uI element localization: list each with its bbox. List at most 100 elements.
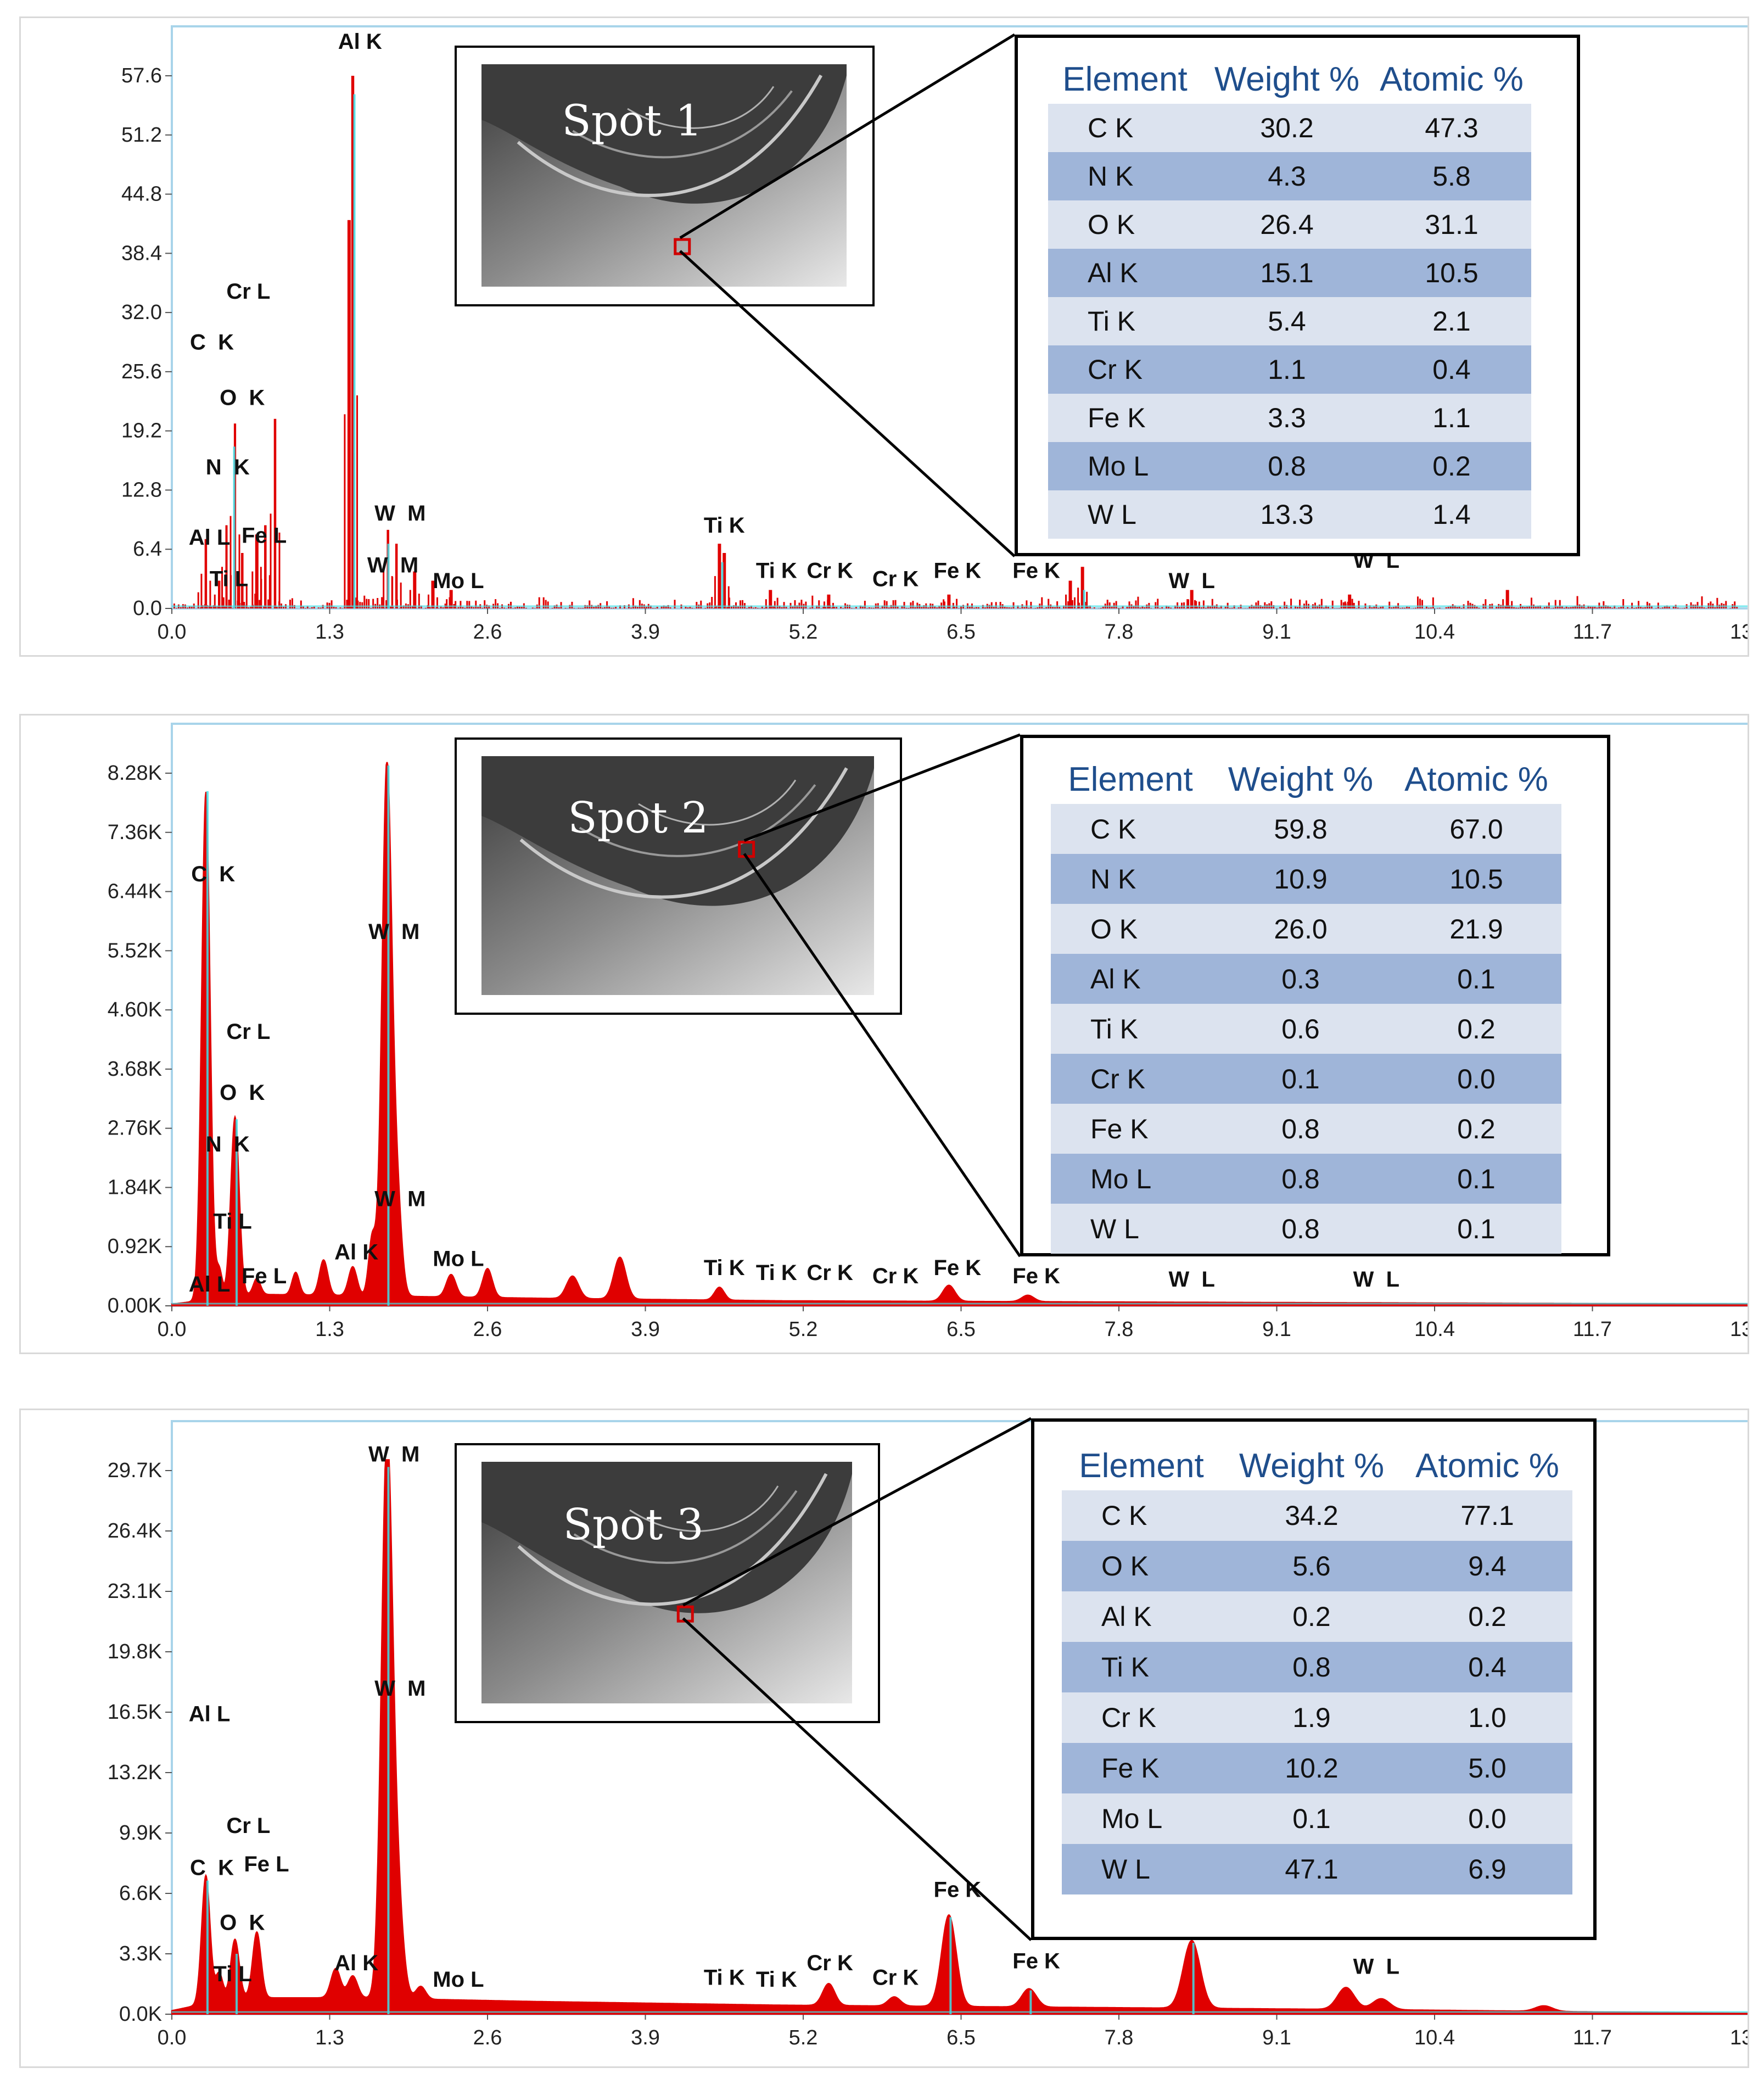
cell-atomic: 0.2 (1402, 1591, 1572, 1642)
cell-element: N K (1048, 152, 1202, 200)
cell-weight: 0.8 (1202, 442, 1372, 490)
cell-element: Al K (1062, 1591, 1221, 1642)
x-tick-label: 3.9 (631, 1318, 660, 1341)
table-row: Mo L 0.1 0.0 (1062, 1793, 1572, 1844)
cell-atomic: 67.0 (1391, 804, 1561, 854)
table-row: Mo L 0.8 0.1 (1051, 1154, 1561, 1204)
peak-label: W M (374, 501, 425, 526)
y-tick-label: 4.60K (108, 998, 162, 1021)
peak-label: Cr K (807, 1951, 853, 1975)
peak-label: Ti K (756, 1968, 797, 1992)
cell-weight: 47.1 (1221, 1844, 1402, 1894)
peak-label: Ti K (704, 513, 745, 538)
cell-atomic: 21.9 (1391, 904, 1561, 954)
composition-table-box: Element Weight % Atomic % C K 30.2 47.3 N K 4.3… (1015, 35, 1580, 556)
table-row: Cr K 1.9 1.0 (1062, 1692, 1572, 1743)
peak-label: Mo L (433, 569, 484, 593)
sem-micrograph: Spot 2 (481, 756, 874, 995)
x-tick-label: 9.1 (1262, 621, 1291, 644)
x-tick-label: 5.2 (789, 1318, 818, 1341)
cell-weight: 4.3 (1202, 152, 1372, 200)
peak-label: Cr K (807, 558, 853, 583)
peak-label: Cr K (872, 567, 919, 591)
header-element: Element (1062, 60, 1188, 98)
table-row: W L 13.3 1.4 (1048, 490, 1531, 539)
peak-label: W M (368, 920, 419, 944)
sem-inset: Spot 2 (455, 737, 902, 1015)
table-row: Mo L 0.8 0.2 (1048, 442, 1531, 490)
header-element: Element (1068, 760, 1193, 798)
cell-element: Mo L (1062, 1793, 1221, 1844)
y-tick-label: 32.0 (121, 301, 162, 324)
cell-element: Fe K (1051, 1104, 1210, 1154)
x-tick-label: 13.0 (1730, 1318, 1748, 1341)
x-tick-label: 11.7 (1573, 1318, 1612, 1341)
x-tick-label: 6.5 (947, 621, 976, 644)
y-tick-label: 12.8 (121, 478, 162, 501)
x-tick-label: 3.9 (631, 2026, 660, 2049)
header-atomic: Atomic % (1380, 60, 1524, 98)
cell-weight: 26.0 (1210, 904, 1391, 954)
peak-label: Cr K (807, 1261, 853, 1285)
spot-title: Spot 1 (562, 97, 702, 146)
x-tick-label: 0.0 (158, 2026, 187, 2049)
header-atomic: Atomic % (1404, 760, 1548, 798)
cell-weight: 0.8 (1210, 1204, 1391, 1254)
table-row: Ti K 5.4 2.1 (1048, 297, 1531, 345)
header-weight: Weight % (1214, 60, 1360, 98)
cell-atomic: 31.1 (1372, 200, 1531, 249)
table-row: O K 26.4 31.1 (1048, 200, 1531, 249)
cell-element: N K (1051, 854, 1210, 904)
x-tick-label: 3.9 (631, 621, 660, 644)
x-tick-label: 2.6 (473, 1318, 502, 1341)
x-tick-label: 10.4 (1414, 1318, 1455, 1341)
peak-label: Al L (189, 1702, 231, 1726)
cell-weight: 0.8 (1210, 1154, 1391, 1204)
y-tick-label: 26.4K (108, 1519, 162, 1543)
cell-atomic: 5.0 (1402, 1743, 1572, 1793)
cell-atomic: 0.2 (1391, 1004, 1561, 1054)
cell-weight: 10.2 (1221, 1743, 1402, 1793)
cell-weight: 0.8 (1210, 1104, 1391, 1154)
y-tick-label: 6.44K (108, 880, 162, 903)
y-tick-label: 19.2 (121, 420, 162, 443)
y-tick-label: 23.1K (108, 1580, 162, 1603)
y-tick-label: 44.8 (121, 183, 162, 206)
peak-label: Al L (189, 526, 231, 550)
header-element: Element (1079, 1446, 1204, 1485)
y-tick-label: 13.2K (108, 1761, 162, 1784)
x-tick-label: 2.6 (473, 2026, 502, 2049)
peak-label: Fe K (934, 1256, 982, 1280)
cell-element: Mo L (1048, 442, 1202, 490)
y-tick-label: 8.28K (108, 762, 162, 785)
composition-table: Element Weight % Atomic % C K 34.2 77.1 O K 5.6… (1062, 1441, 1572, 1894)
y-tick-label: 3.68K (108, 1058, 162, 1081)
peak-label: Ti L (213, 1962, 251, 1986)
x-tick-label: 13.0 (1730, 2026, 1748, 2049)
x-tick-label: 9.1 (1262, 2026, 1291, 2049)
cell-atomic: 0.0 (1402, 1793, 1572, 1844)
cell-weight: 0.3 (1210, 954, 1391, 1004)
spectrum-panel-1: 0.0 6.4 12.8 19.2 25.6 32.0 38.4 44.8 51.2 57.6 0.… (19, 16, 1749, 657)
cell-atomic: 2.1 (1372, 297, 1531, 345)
cell-element: Ti K (1062, 1642, 1221, 1692)
peak-label: Cr K (872, 1966, 919, 1990)
cell-atomic: 0.0 (1391, 1054, 1561, 1104)
x-tick-label: 6.5 (947, 2026, 976, 2049)
peak-label: Ti K (756, 558, 797, 583)
composition-table-box: Element Weight % Atomic % C K 59.8 67.0 N K 10.… (1020, 735, 1610, 1256)
y-tick-label: 29.7K (108, 1459, 162, 1482)
y-tick-label: 0.00K (108, 1294, 162, 1317)
cell-atomic: 1.0 (1402, 1692, 1572, 1743)
spectrum-panel-2: 0.00K 0.92K 1.84K 2.76K 3.68K 4.60K 5.52K 6.44K… (19, 714, 1749, 1354)
cell-element: C K (1048, 104, 1202, 152)
x-tick-label: 7.8 (1105, 1318, 1134, 1341)
table-row: C K 30.2 47.3 (1048, 104, 1531, 152)
peak-label: O K (220, 1081, 265, 1105)
table-row: C K 34.2 77.1 (1062, 1490, 1572, 1541)
composition-table: Element Weight % Atomic % C K 59.8 67.0 N K 10.… (1051, 755, 1561, 1254)
cell-weight: 15.1 (1202, 249, 1372, 297)
table-row: N K 10.9 10.5 (1051, 854, 1561, 904)
cell-atomic: 5.8 (1372, 152, 1531, 200)
peak-label: Fe L (242, 1264, 287, 1288)
